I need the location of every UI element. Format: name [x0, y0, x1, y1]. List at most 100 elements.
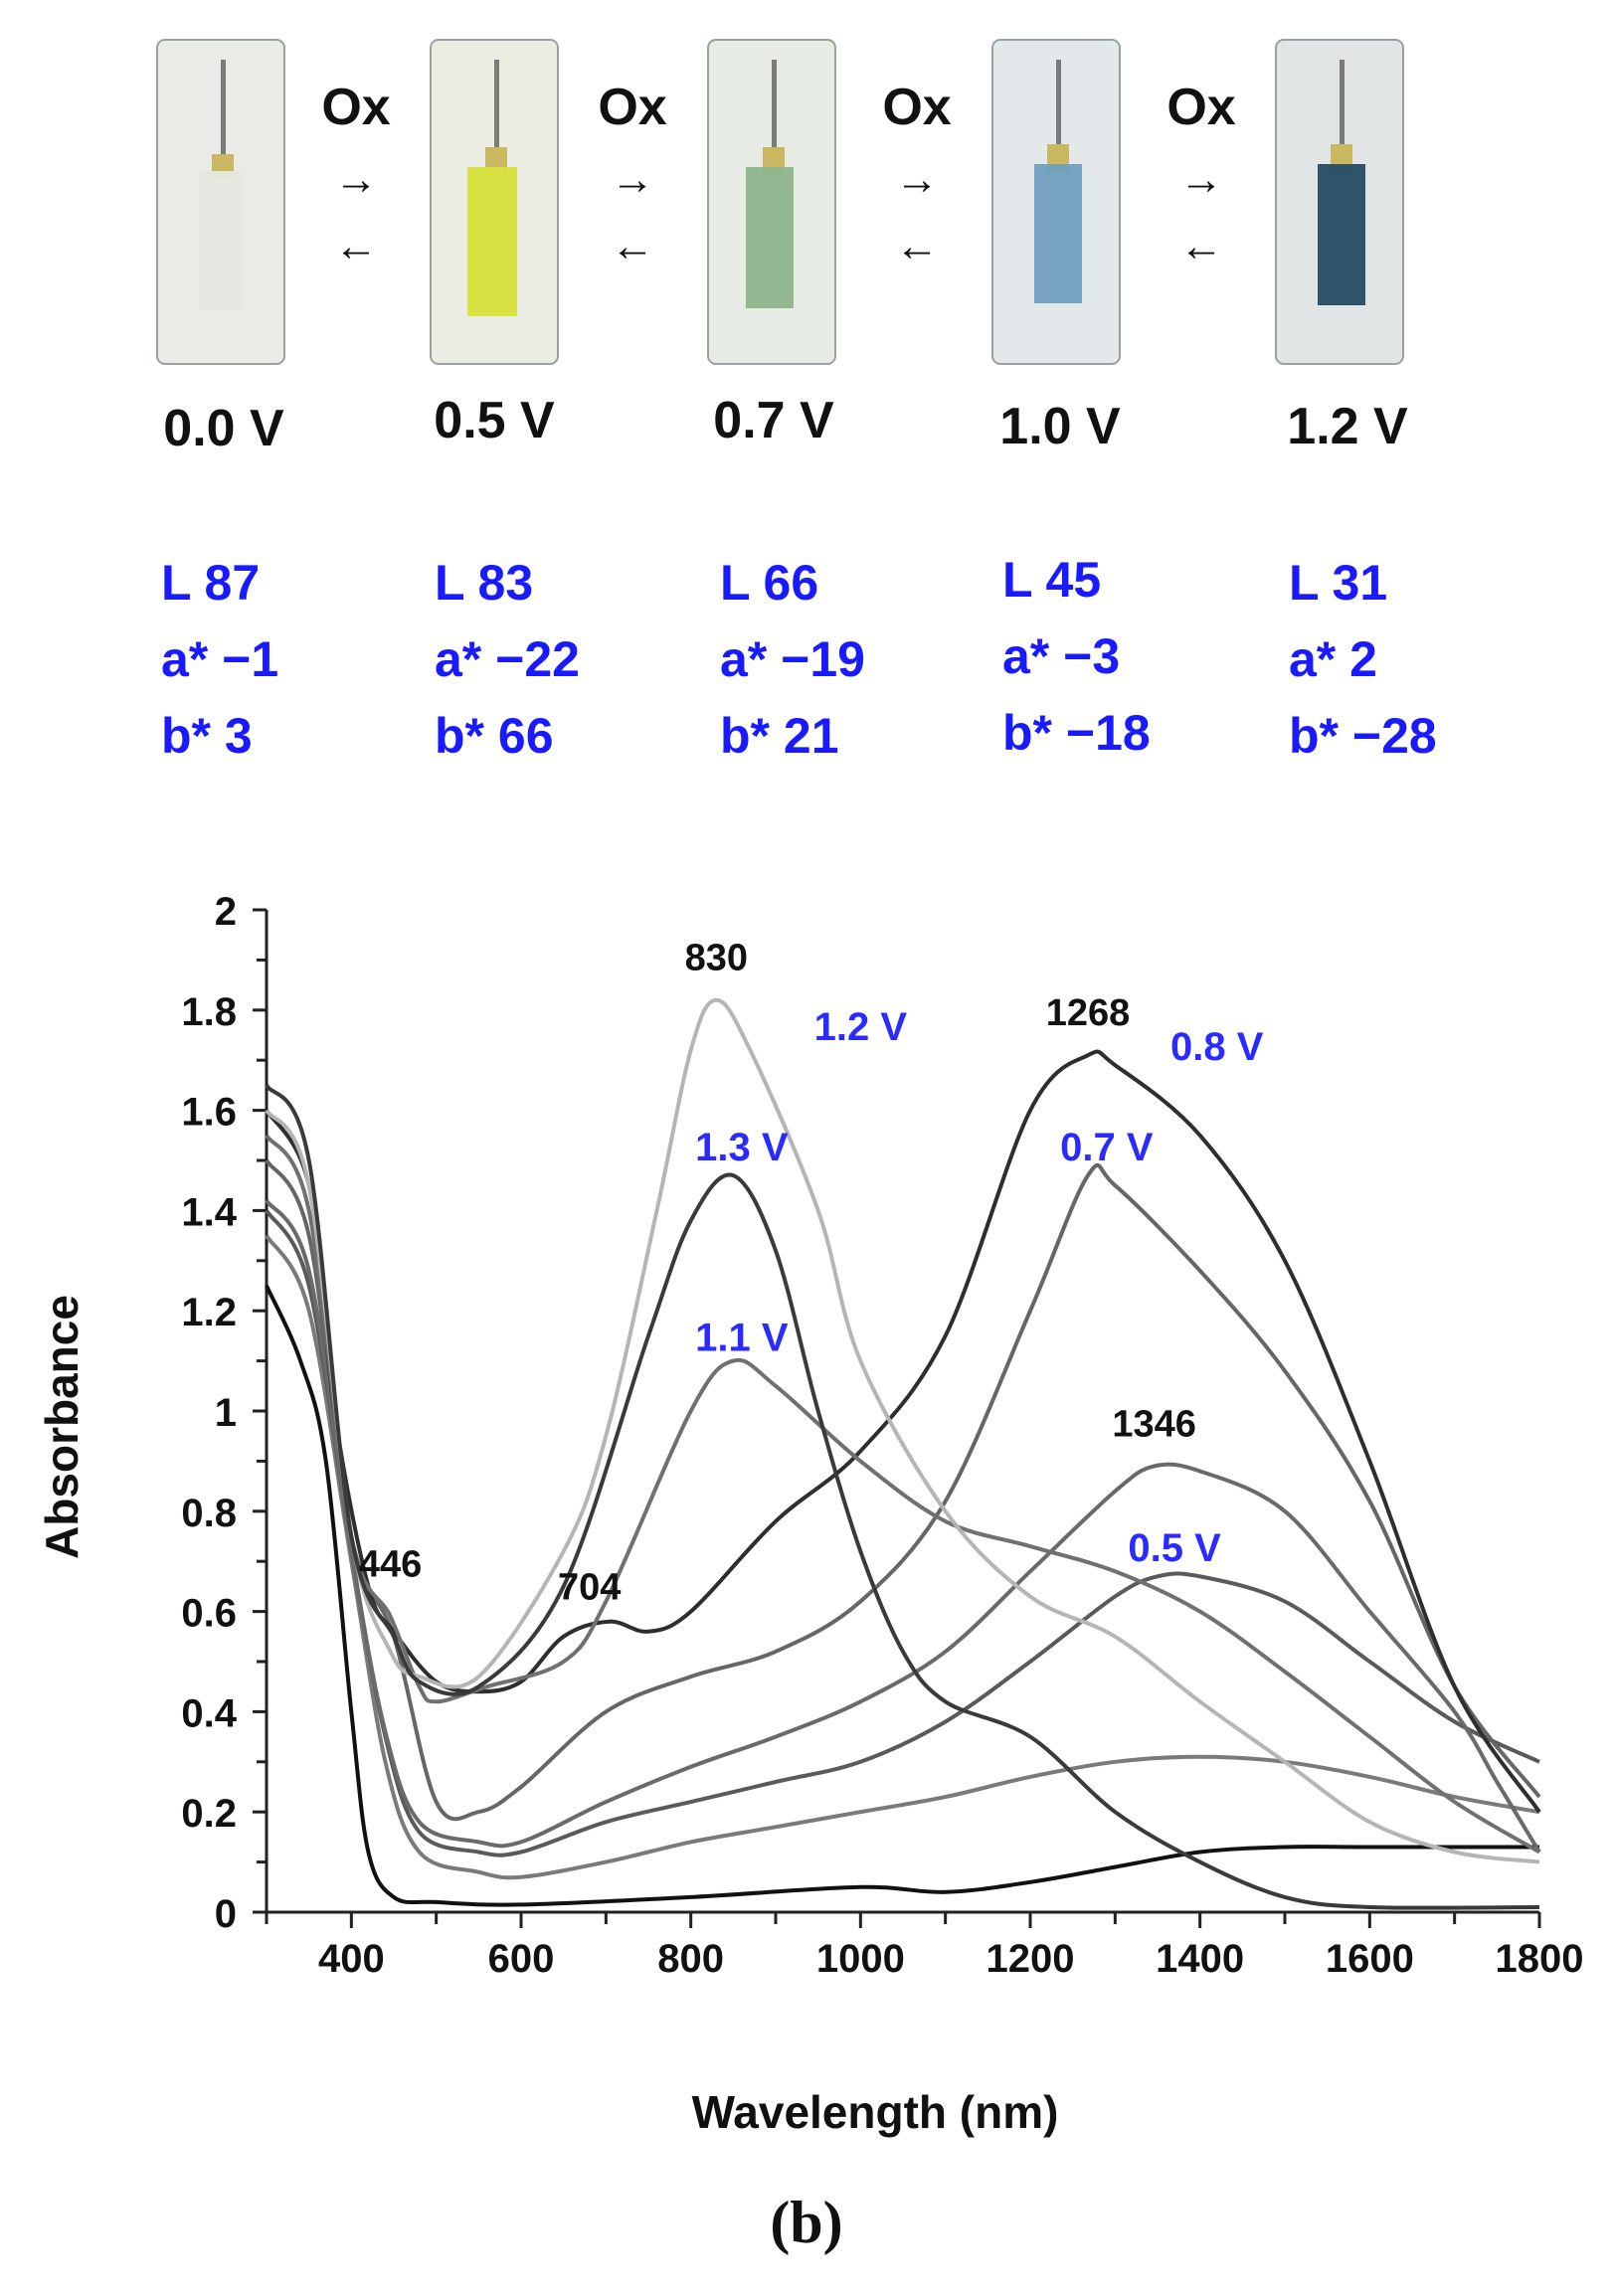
forward-arrow: →	[334, 155, 378, 204]
voltage-annotation: 1.3 V	[695, 1126, 789, 1169]
series-line-13V	[265, 1084, 1540, 1910]
y-tick-label: 2	[215, 890, 237, 934]
peak-label: 446	[359, 1544, 422, 1586]
x-tick-label: 600	[488, 1937, 555, 1981]
vial-film	[199, 171, 245, 310]
x-tick-label: 1200	[986, 1937, 1075, 1981]
peak-label: 704	[558, 1567, 621, 1609]
x-tick-label: 1600	[1326, 1937, 1414, 1981]
y-tick-label: 0.6	[181, 1592, 237, 1636]
ox-arrow-group-4: Ox → ←	[1166, 79, 1235, 270]
y-tick-label: 0	[215, 1892, 237, 1936]
vial-voltage-label: 0.5 V	[434, 392, 555, 449]
ox-label: Ox	[598, 79, 666, 136]
ox-label: Ox	[321, 79, 390, 136]
series-line-07V	[265, 1158, 1541, 1822]
vial-photo-05v	[430, 39, 559, 365]
lab-a-value: a* −3	[1002, 628, 1120, 684]
vial-film	[1034, 164, 1082, 303]
vial-electrode-wire	[772, 60, 777, 169]
vial-electrode-wire	[1340, 60, 1345, 169]
lab-L-value: L 45	[1002, 552, 1101, 608]
ox-arrow-group-1: Ox → ←	[321, 79, 390, 270]
x-tick-label: 1000	[816, 1937, 905, 1981]
vial-film	[467, 167, 517, 316]
backward-arrow: ←	[611, 222, 654, 270]
vial-photo-12v	[1275, 39, 1404, 365]
lab-b-value: b* −18	[1002, 705, 1151, 761]
lab-L-value: L 87	[161, 555, 260, 611]
backward-arrow: ←	[334, 222, 378, 270]
lab-b-value: b* 3	[161, 708, 253, 764]
vial-photo-07v	[707, 39, 836, 365]
vial-electrode-wire	[1056, 60, 1061, 169]
ox-label: Ox	[1166, 79, 1235, 136]
voltage-annotation: 0.5 V	[1128, 1526, 1221, 1570]
x-tick-label: 800	[657, 1937, 724, 1981]
vial-photo-10v	[991, 39, 1121, 365]
ox-label: Ox	[882, 79, 951, 136]
series-line-06V	[265, 1209, 1540, 1857]
y-axis-title: Absorbance	[36, 1295, 88, 1559]
chart-annotations: 830 1268 1346 446 704 1.2 V 1.3 V 1.1 V 0.8 V 0.7…	[359, 938, 1264, 1609]
chart-series-layer	[265, 997, 1541, 1910]
forward-arrow: →	[611, 155, 654, 204]
y-tick-label: 1.2	[181, 1291, 237, 1334]
vial-voltage-label: 0.7 V	[713, 392, 834, 449]
lab-L-value: L 66	[720, 555, 818, 611]
y-tick-label: 1.4	[181, 1190, 237, 1234]
series-line-11V	[265, 1134, 1541, 1854]
lab-b-value: b* −28	[1289, 708, 1437, 764]
series-line-065V	[265, 1199, 1541, 1854]
vial-photo-strip: Ox → ← Ox → ← Ox → ← Ox → ←	[156, 39, 1404, 365]
forward-arrow: →	[1179, 155, 1223, 204]
peak-label: 1346	[1112, 1403, 1196, 1445]
lab-L-value: L 31	[1289, 555, 1387, 611]
ox-arrow-group-3: Ox → ←	[882, 79, 951, 270]
lab-a-value: a* −1	[161, 631, 278, 687]
lab-color-values: L 87 a* −1 b* 3 L 83 a* −22 b* 66 L 66 a…	[161, 552, 1437, 764]
panel-label: (b)	[770, 2190, 842, 2255]
lab-a-value: a* −22	[435, 631, 580, 687]
y-tick-label: 0.4	[181, 1691, 237, 1735]
vial-voltage-labels: 0.0 V 0.5 V 0.7 V 1.0 V 1.2 V	[163, 392, 1408, 457]
series-line-08V	[265, 1049, 1541, 1814]
y-tick-label: 0.2	[181, 1792, 237, 1836]
series-line-05V	[265, 1234, 1540, 1880]
lab-b-value: b* 21	[720, 708, 839, 764]
y-tick-label: 1.8	[181, 990, 237, 1034]
vial-photo-0v	[156, 39, 285, 365]
vial-voltage-label: 1.0 V	[999, 398, 1121, 455]
y-tick-label: 1.6	[181, 1091, 237, 1135]
x-tick-label: 400	[318, 1937, 385, 1981]
vial-voltage-label: 0.0 V	[163, 400, 284, 457]
chart-axes: 0 0.2 0.4 0.6 0.8 1 1.2 1.4 1.6 1.8 2 400 600 800 1000…	[181, 890, 1583, 1981]
vial-film	[1318, 164, 1365, 305]
x-axis-title: Wavelength (nm)	[692, 2086, 1059, 2138]
vial-electrode-wire	[221, 60, 226, 169]
x-tick-label: 1800	[1496, 1937, 1584, 1981]
voltage-annotation: 0.8 V	[1170, 1025, 1264, 1069]
series-line-12V	[265, 997, 1540, 1864]
backward-arrow: ←	[1179, 222, 1223, 270]
series-line-00V	[265, 1285, 1539, 1907]
voltage-annotation: 1.2 V	[814, 1005, 908, 1049]
vial-electrode-wire	[494, 60, 499, 169]
voltage-annotation: 0.7 V	[1060, 1126, 1154, 1169]
lab-a-value: a* 2	[1289, 631, 1377, 687]
peak-label: 830	[685, 938, 748, 979]
backward-arrow: ←	[895, 222, 939, 270]
vial-film	[746, 167, 794, 308]
lab-L-value: L 83	[435, 555, 533, 611]
y-tick-label: 1	[215, 1391, 237, 1435]
lab-b-value: b* 66	[435, 708, 554, 764]
voltage-annotation: 1.1 V	[695, 1317, 789, 1360]
absorbance-chart: 0 0.2 0.4 0.6 0.8 1 1.2 1.4 1.6 1.8 2 400 600 800 1000…	[36, 890, 1583, 2138]
lab-a-value: a* −19	[720, 631, 865, 687]
peak-label: 1268	[1046, 992, 1131, 1034]
vial-voltage-label: 1.2 V	[1287, 398, 1408, 455]
y-tick-label: 0.8	[181, 1492, 237, 1535]
x-tick-label: 1400	[1156, 1937, 1244, 1981]
forward-arrow: →	[895, 155, 939, 204]
